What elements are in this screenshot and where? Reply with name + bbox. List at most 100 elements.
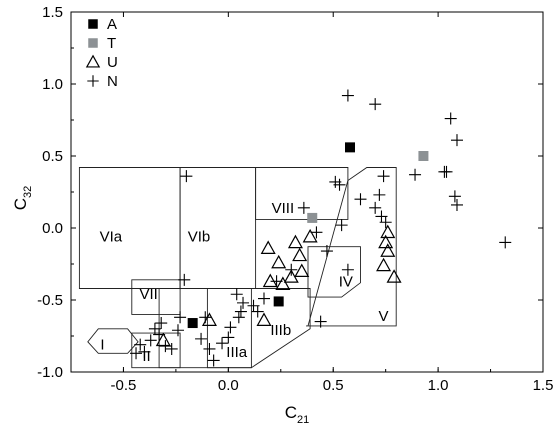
region-label-I: I [100,337,104,354]
legend-label-U: U [107,54,118,71]
point-N-9 [409,168,422,181]
point-N-39 [203,342,216,355]
point-U-11 [294,263,310,277]
point-N-10 [377,170,390,183]
series-U [155,224,402,347]
point-U-4 [376,257,392,272]
point-N-36 [171,324,184,337]
point-N-7 [450,198,463,211]
y-tick-label: -1.0 [37,364,63,381]
point-N-16 [379,216,392,229]
x-tick-label: 0.0 [218,377,239,394]
point-A-0 [345,142,356,153]
point-N-1 [369,98,382,111]
point-U-12 [262,273,278,288]
x-tick-label: 0.5 [323,377,344,394]
point-N-22 [310,226,323,239]
point-N-12 [354,193,367,206]
legend-label-A: A [107,16,117,33]
point-U-10 [283,269,299,283]
point-N-46 [237,296,250,309]
legend-marker-U [85,54,101,68]
point-N-27 [155,317,168,330]
point-N-19 [297,201,310,214]
point-N-14 [333,178,346,191]
x-tick-label: -0.5 [111,377,137,394]
legend-item-T: T [88,35,116,52]
point-U-7 [302,228,318,243]
y-axis-label: C32 [11,186,34,211]
region-VIII-outline [255,167,349,220]
point-U-9 [271,254,287,269]
legend-item-U: U [85,54,118,71]
point-N-21 [341,263,354,276]
point-N-47 [230,288,243,301]
legend-item-A: A [88,16,117,33]
region-I-outline [87,328,139,354]
point-N-24 [180,170,193,183]
point-N-45 [234,305,247,318]
point-N-23 [314,315,327,328]
point-U-8 [292,247,308,262]
point-N-38 [195,332,208,345]
point-N-35 [165,342,178,355]
point-U-6 [287,234,303,249]
region-label-IIIb: IIIb [270,322,291,339]
region-V-outline [306,167,397,327]
point-N-49 [257,292,270,305]
point-N-5 [440,165,453,178]
point-U-15 [201,312,217,326]
region-II-outline [131,332,181,369]
series-A [187,142,356,329]
point-N-50 [251,305,264,318]
ticks-layer: -0.5 0.0 0.5 1.0 1.5 -1.0 -0.5 0.0 0.5 1.0 1.5 [37,4,553,394]
point-U-14 [256,312,272,326]
point-N-17 [369,201,382,214]
y-tick-label: 1.5 [42,4,63,21]
point-N-41 [216,337,229,350]
region-IIIb-outline [206,288,311,369]
series-T [307,151,429,223]
point-U-13 [275,276,291,290]
region-VIa-outline [78,167,181,289]
point-N-44 [232,311,245,324]
point-U-3 [386,269,402,283]
point-N-33 [138,345,151,358]
legend-marker-N [87,75,99,87]
point-N-43 [224,321,237,334]
point-N-31 [134,338,147,351]
point-N-18 [335,219,348,232]
point-A-2 [187,318,198,329]
point-U-16 [155,332,171,347]
legend-item-N: N [87,73,118,90]
point-N-0 [341,89,354,102]
y-tick-label: -0.5 [37,292,63,309]
point-N-6 [448,190,461,203]
y-tick-label: 0.0 [42,220,63,237]
point-N-42 [222,331,235,344]
point-T-1 [307,212,318,223]
point-N-8 [499,236,512,249]
point-N-30 [144,334,157,347]
point-U-2 [380,243,396,257]
region-IV-outline [307,246,361,298]
legend-label-T: T [107,35,116,52]
region-label-VII: VII [139,286,157,303]
region-label-II: II [142,348,150,365]
x-tick-label: 1.0 [428,377,449,394]
point-N-2 [444,112,457,125]
y-tick-label: 0.5 [42,148,63,165]
x-tick-label: 1.5 [533,377,554,394]
point-N-3 [450,134,463,147]
axis-labels: C21 C32 [11,186,309,426]
y-tick-label: 1.0 [42,76,63,93]
point-N-40 [207,354,220,367]
legend-marker-T [88,38,98,48]
region-label-VIa: VIa [100,229,123,246]
plot-frame [70,11,544,373]
point-N-11 [373,188,386,201]
point-N-32 [130,347,143,360]
region-label-VIb: VIb [188,229,211,246]
